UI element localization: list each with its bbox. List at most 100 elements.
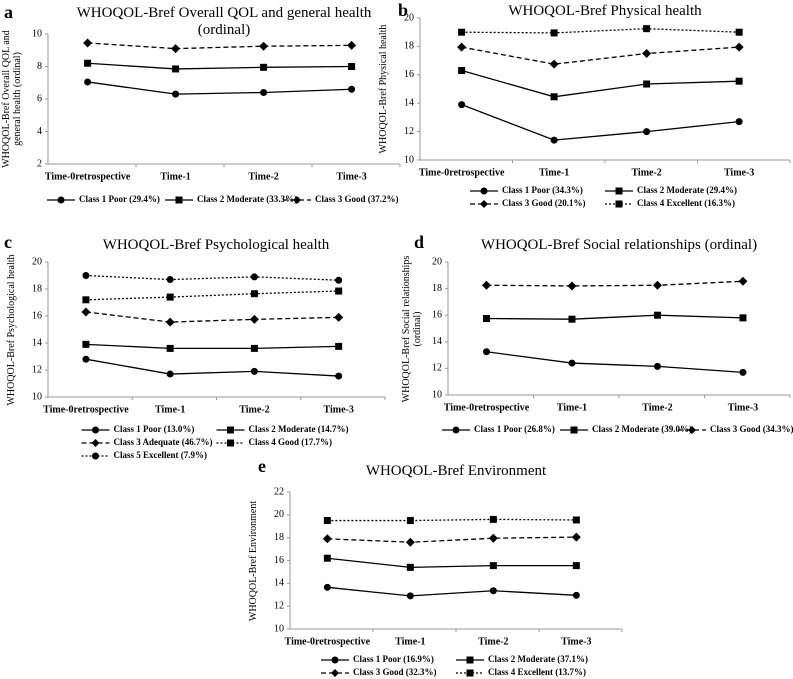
legend-label: Class 4 Good (17.7%): [249, 437, 333, 447]
x-tick-label: Time-1: [155, 404, 185, 415]
marker-circle: [550, 136, 558, 144]
series-line: [87, 81, 352, 95]
y-tick-label: 14: [404, 97, 414, 108]
x-tick-label: Time-0retrospective: [444, 402, 530, 413]
x-tick-label: Time-2: [478, 636, 508, 647]
marker-circle: [406, 592, 414, 600]
series-line: [327, 536, 577, 543]
marker-diamond: [171, 44, 181, 54]
legend-label: Class 1 Poor (13.0%): [114, 424, 195, 434]
marker-square: [735, 28, 743, 36]
series-line: [87, 62, 352, 70]
marker-circle: [568, 359, 576, 367]
marker-diamond: [259, 41, 269, 51]
marker-circle: [260, 89, 268, 96]
marker-circle: [166, 276, 174, 284]
marker-circle: [323, 583, 331, 591]
y-tick-label: 18: [32, 283, 42, 294]
y-axis-label: WHOQOL-Bref Psychological health: [6, 253, 18, 406]
marker-square: [550, 29, 558, 37]
y-tick-label: 10: [432, 389, 442, 400]
y-axis-label: WHOQOL-Bref Overall QOL and general heal…: [0, 30, 24, 168]
legend-marker: [615, 187, 623, 195]
y-tick-label: 18: [404, 41, 414, 52]
chart-title: WHOQOL-Bref Environment: [365, 463, 547, 479]
y-tick-label: 12: [404, 126, 414, 137]
series-line: [486, 314, 743, 320]
marker-diamond: [457, 42, 467, 52]
y-tick-label: 20: [32, 256, 42, 267]
series-line: [327, 518, 577, 522]
chart-title: WHOQOL-Bref Physical health: [508, 3, 702, 19]
marker-square: [572, 562, 580, 570]
legend-label: Class 3 Good (20.1%): [502, 198, 586, 208]
marker-square: [323, 517, 331, 525]
legend-marker: [452, 426, 460, 434]
x-tick-label: Time-3: [728, 402, 758, 413]
x-tick-label: Time-2: [248, 171, 278, 182]
legend-label: Class 1 Poor (29.4%): [79, 194, 160, 204]
marker-circle: [653, 362, 661, 370]
y-tick-label: 12: [32, 364, 42, 375]
marker-square: [260, 63, 268, 71]
x-tick-label: Time-0retrospective: [45, 171, 131, 182]
marker-circle: [84, 78, 92, 86]
marker-diamond: [571, 532, 581, 542]
marker-square: [406, 517, 414, 525]
y-tick-label: 4: [37, 126, 42, 137]
y-tick-label: 12: [274, 600, 284, 611]
marker-circle: [82, 272, 90, 279]
y-tick-label: 20: [432, 256, 442, 267]
marker-square: [82, 296, 90, 304]
marker-square: [323, 554, 331, 562]
marker-diamond: [334, 312, 344, 322]
series-line: [461, 46, 740, 65]
y-axis-label: WHOQOL-Bref Social relationships (ordina…: [400, 255, 424, 402]
marker-diamond: [549, 59, 559, 69]
x-tick-label: Time-3: [724, 167, 754, 178]
marker-diamond: [738, 276, 748, 286]
marker-square: [489, 515, 497, 523]
y-tick-label: 16: [274, 555, 284, 566]
y-tick-label: 16: [432, 309, 442, 320]
legend-label: Class 1 Poor (26.8%): [474, 424, 555, 434]
legend-label: Class 2 Moderate (14.7%): [249, 424, 349, 434]
legend-label: Class 3 Good (37.2%): [315, 194, 399, 204]
marker-square: [82, 340, 90, 348]
legend-label: Class 2 Moderate (39.0%): [592, 424, 692, 434]
legend-marker: [688, 426, 696, 434]
series-line: [327, 586, 577, 597]
marker-square: [482, 315, 490, 323]
marker-square: [335, 287, 343, 295]
y-tick-label: 16: [404, 69, 414, 80]
y-tick-label: 18: [274, 532, 284, 543]
marker-square: [406, 563, 414, 571]
chart-title: WHOQOL-Bref Psychological health: [102, 237, 330, 253]
marker-square: [348, 63, 356, 70]
marker-circle: [458, 101, 466, 109]
marker-circle: [335, 276, 343, 284]
marker-diamond: [734, 42, 744, 52]
y-tick-label: 14: [432, 336, 442, 347]
marker-circle: [739, 368, 747, 376]
legend-label: Class 4 Excellent (16.3%): [637, 198, 735, 208]
legend-marker: [92, 452, 99, 460]
y-tick-label: 14: [274, 578, 284, 589]
series-line: [85, 274, 339, 281]
y-tick-label: 6: [37, 93, 42, 104]
marker-diamond: [405, 537, 415, 547]
marker-diamond: [83, 38, 93, 48]
marker-square: [166, 344, 174, 352]
x-tick-label: Time-0retrospective: [419, 167, 505, 178]
y-tick-label: 22: [274, 486, 284, 497]
x-tick-label: Time-0retrospective: [43, 404, 129, 415]
y-tick-label: 20: [404, 12, 414, 23]
y-axis-label: WHOQOL-Bref Environment: [248, 500, 260, 621]
x-tick-label: Time-1: [539, 167, 569, 178]
legend-marker: [92, 426, 99, 434]
x-tick-label: Time-0retrospective: [285, 636, 371, 647]
series-line: [85, 311, 339, 323]
panel-label: d: [414, 232, 424, 252]
legend-label: Class 2 Moderate (29.4%): [637, 185, 737, 195]
